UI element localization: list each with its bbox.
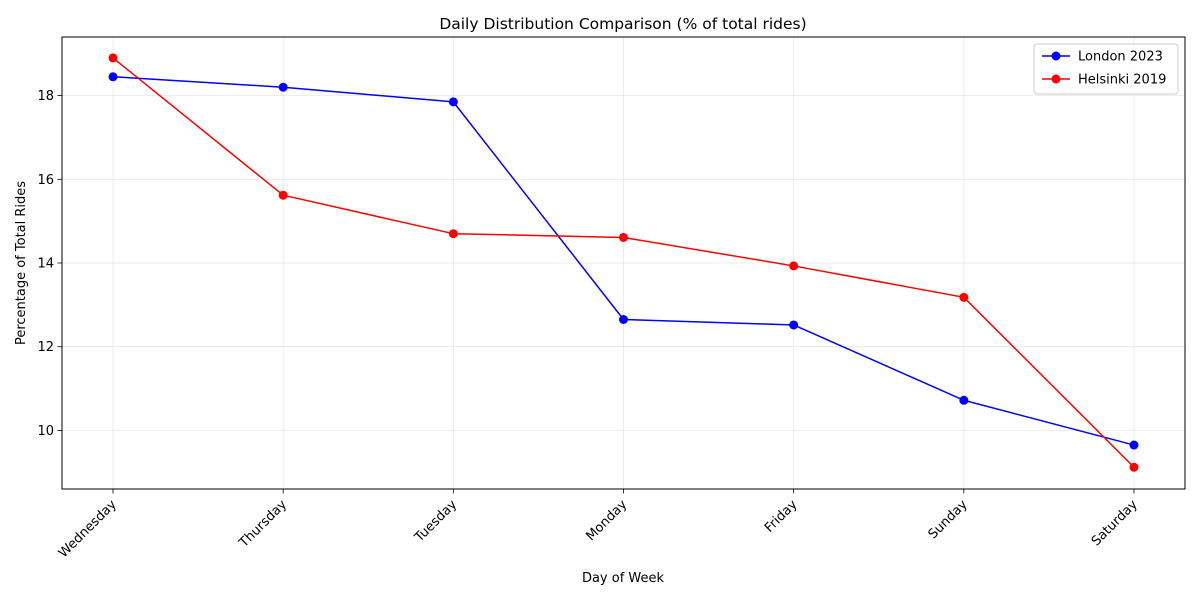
- data-point-london: [789, 320, 799, 330]
- y-tick-label: 18: [37, 89, 54, 104]
- data-point-london: [108, 72, 118, 82]
- legend: London 2023 Helsinki 2019: [1033, 43, 1179, 95]
- data-point-london: [448, 97, 458, 107]
- data-point-helsinki: [619, 232, 628, 242]
- legend-marker-london: [1051, 51, 1061, 61]
- data-point-helsinki: [1129, 462, 1139, 472]
- legend-label-helsinki: Helsinki 2019: [1078, 73, 1166, 88]
- data-point-helsinki: [789, 261, 799, 271]
- data-point-helsinki: [108, 53, 118, 63]
- x-axis-title: Day of Week: [582, 571, 665, 586]
- legend-label-london: London 2023: [1078, 50, 1163, 65]
- y-axis: 10 12 14 16 18: [37, 89, 62, 439]
- data-point-london: [619, 315, 628, 324]
- y-tick-label: 14: [37, 257, 54, 272]
- data-point-helsinki: [959, 292, 969, 302]
- legend-marker-helsinki: [1051, 74, 1061, 84]
- data-point-london: [959, 395, 969, 405]
- series-layer: [108, 53, 1139, 472]
- data-point-helsinki: [448, 229, 458, 239]
- data-point-helsinki: [278, 190, 288, 200]
- y-tick-label: 16: [37, 173, 54, 188]
- y-axis-title: Percentage of Total Rides: [14, 181, 29, 345]
- data-point-london: [1129, 440, 1139, 450]
- data-point-london: [278, 82, 288, 92]
- y-tick-label: 10: [37, 424, 54, 439]
- chart-title: Daily Distribution Comparison (% of tota…: [439, 15, 806, 33]
- y-tick-label: 12: [37, 340, 54, 355]
